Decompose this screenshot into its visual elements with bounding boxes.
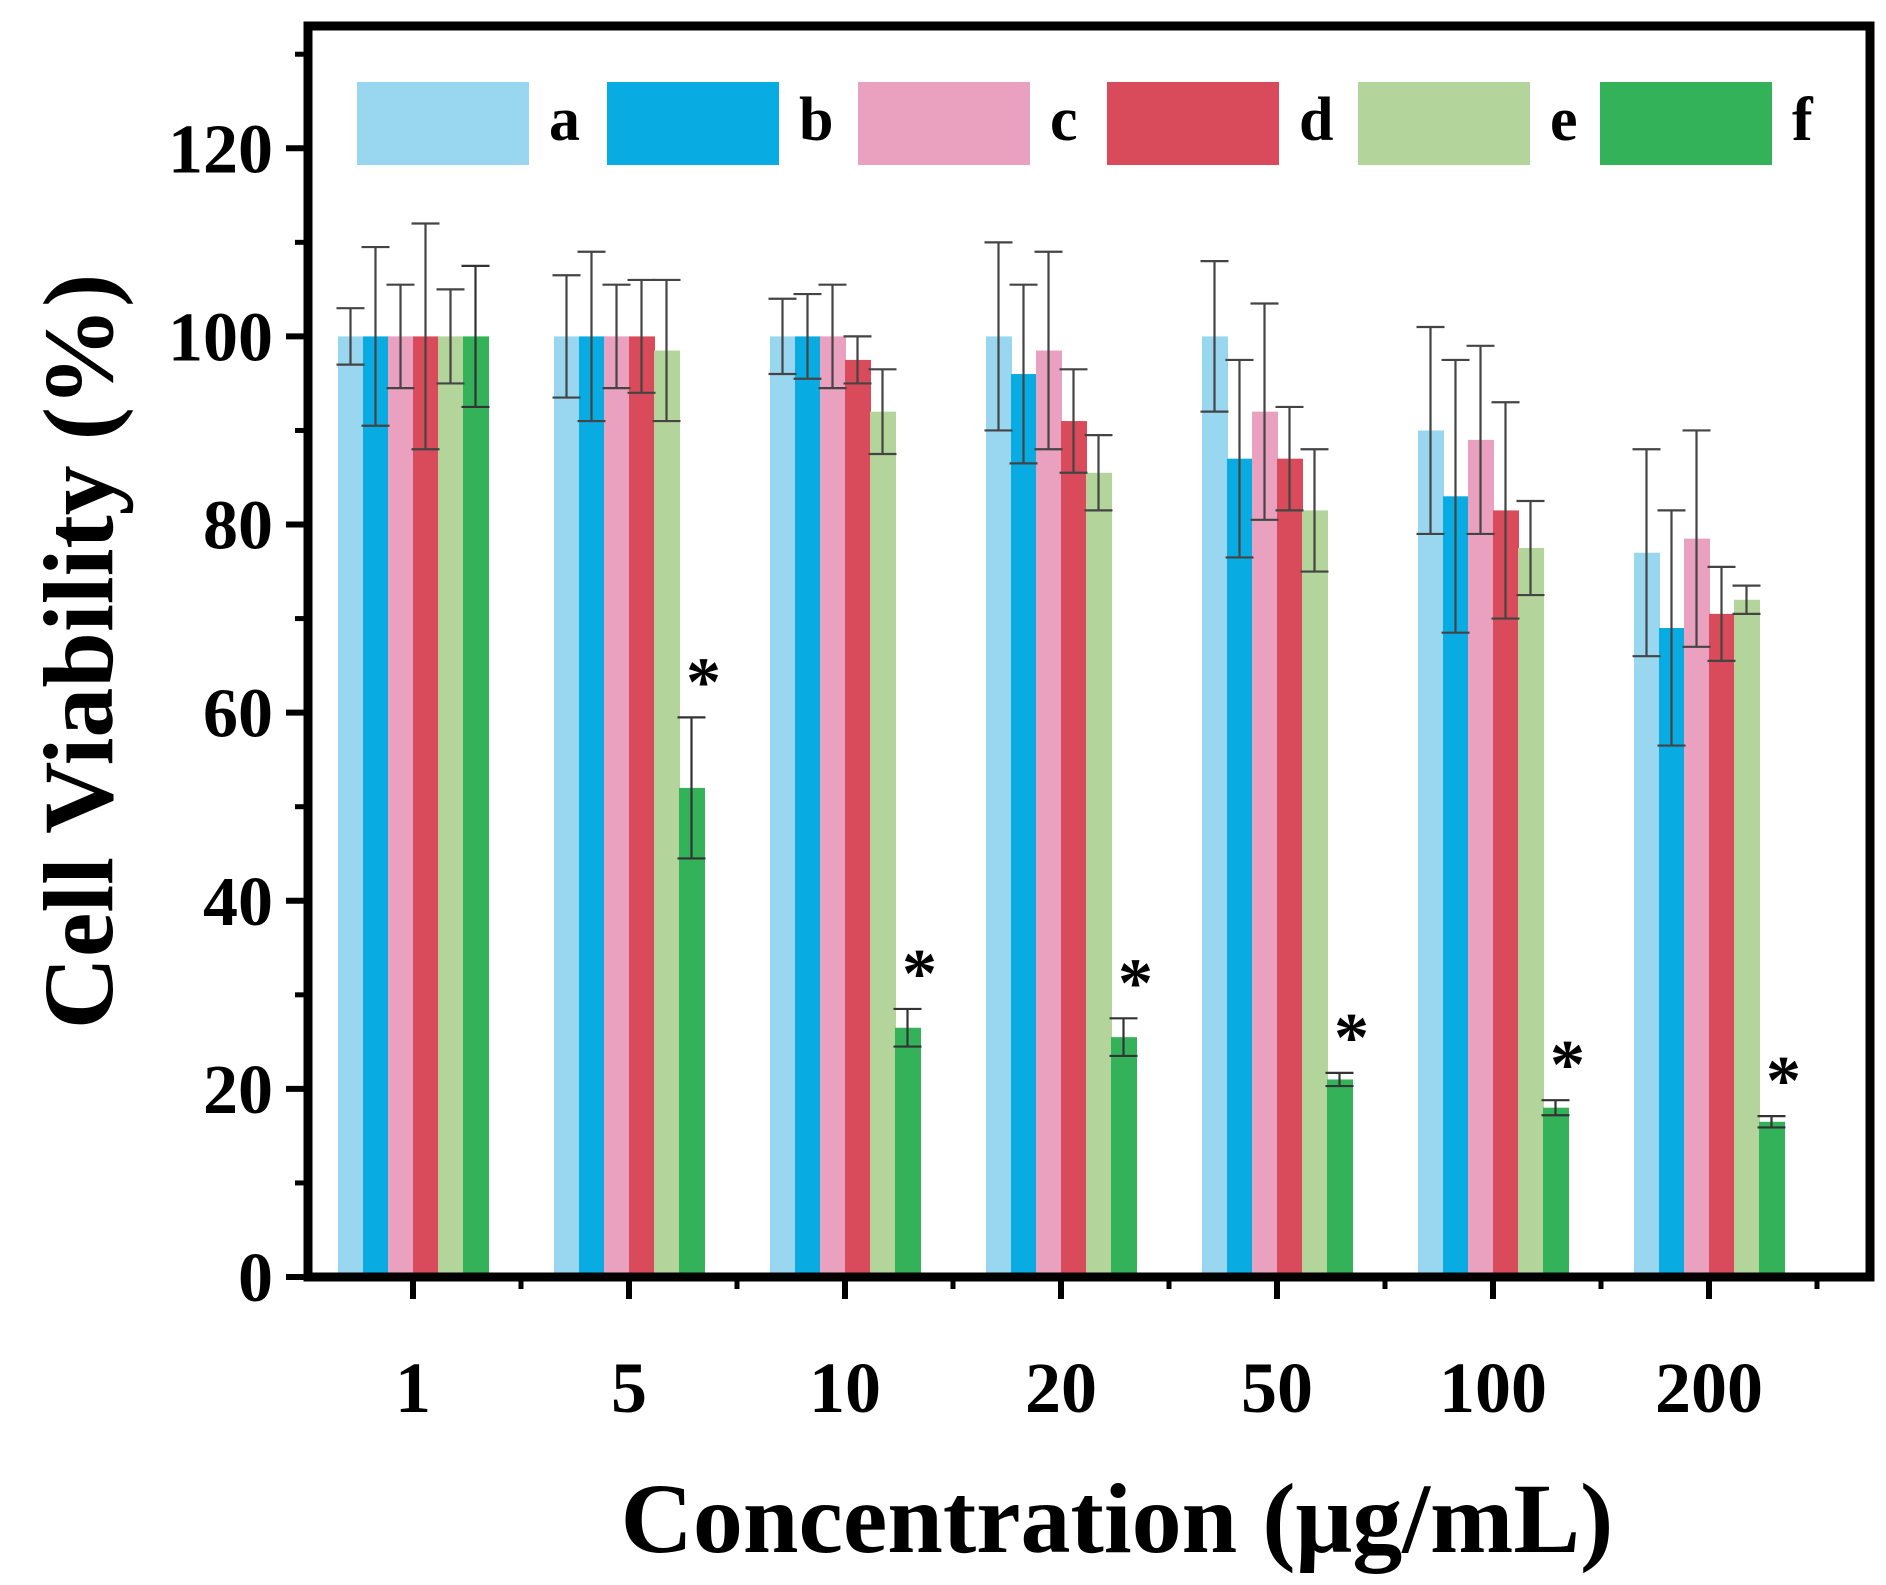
bar-a-100 [1418,430,1444,1278]
bar-b-10 [795,336,821,1277]
legend-swatch-f [1600,82,1772,165]
bar-f-1 [463,336,489,1277]
x-tick-label-5: 5 [611,1348,647,1428]
bar-e-20 [1086,472,1112,1277]
legend-label-f: f [1792,86,1814,154]
significance-star-20: * [1118,945,1153,1022]
axes-layer: 0 20 40 60 80 100 120 1 5 10 20 50 100 200 [168,51,1820,1428]
bar-b-20 [1011,374,1037,1277]
legend-swatch-a [357,82,529,165]
bar-f-50 [1327,1079,1353,1277]
bar-e-200 [1734,599,1760,1277]
significance-layer: * * * * * * [686,644,1801,1120]
bar-c-5 [604,336,630,1277]
legend-swatch-e [1358,82,1530,165]
bar-c-200 [1684,538,1710,1277]
x-tick-label-10: 10 [809,1348,881,1428]
legend-label-e: e [1550,86,1578,154]
significance-star-100: * [1550,1027,1585,1104]
legend-label-a: a [549,86,580,154]
bar-c-20 [1036,350,1062,1277]
significance-star-10: * [902,936,937,1013]
bar-d-1 [413,336,439,1277]
bar-a-50 [1202,336,1228,1277]
x-tick-label-50: 50 [1241,1348,1313,1428]
x-tick-label-1: 1 [395,1348,431,1428]
bars-layer [338,336,1785,1278]
error-bars-layer [336,222,1786,1129]
y-tick-label-20: 20 [203,1052,273,1129]
x-tick-label-20: 20 [1025,1348,1097,1428]
bar-e-1 [438,336,464,1277]
legend-label-b: b [799,86,833,154]
bar-a-5 [554,336,580,1277]
bar-e-10 [870,411,896,1277]
bar-d-200 [1709,613,1735,1277]
legend-label-c: c [1050,86,1078,154]
bar-e-100 [1518,548,1544,1277]
y-tick-label-40: 40 [203,864,273,941]
bar-b-5 [579,336,605,1277]
bar-f-20 [1111,1037,1137,1277]
significance-star-5: * [686,644,721,721]
bar-a-200 [1634,552,1660,1277]
bar-d-100 [1493,510,1519,1277]
y-tick-label-120: 120 [168,111,273,188]
y-tick-label-100: 100 [168,299,273,376]
plot-frame [303,21,1875,1282]
bar-f-10 [895,1027,921,1277]
bar-a-10 [770,336,796,1277]
bar-c-1 [388,336,414,1277]
bar-a-1 [338,336,364,1277]
bar-c-10 [820,336,846,1277]
bar-a-20 [986,336,1012,1277]
legend-label-d: d [1299,86,1333,154]
bar-c-100 [1468,439,1494,1278]
x-tick-label-200: 200 [1655,1348,1763,1428]
bar-d-10 [845,359,871,1277]
y-tick-label-80: 80 [203,488,273,565]
bar-c-50 [1252,411,1278,1277]
bar-e-5 [654,350,680,1277]
significance-star-200: * [1766,1043,1801,1120]
legend-swatch-b [607,82,779,165]
bar-b-50 [1227,458,1253,1277]
y-axis-title: Cell Viability (%) [23,274,134,1030]
x-tick-label-100: 100 [1439,1348,1547,1428]
legend-swatch-c [858,82,1030,165]
y-tick-label-0: 0 [238,1240,273,1317]
bar-d-5 [629,336,655,1277]
bar-d-20 [1061,421,1087,1278]
legend-swatch-d [1107,82,1279,165]
bar-f-5 [679,787,705,1277]
bar-d-50 [1277,458,1303,1277]
x-axis-title: Concentration (μg/mL) [621,1463,1614,1574]
significance-star-50: * [1334,1000,1369,1077]
bar-b-1 [363,336,389,1277]
bar-e-50 [1302,510,1328,1277]
y-tick-label-60: 60 [203,676,273,753]
legend: a b c d e f [357,82,1814,165]
bar-f-100 [1543,1107,1569,1277]
bar-f-200 [1759,1121,1785,1277]
